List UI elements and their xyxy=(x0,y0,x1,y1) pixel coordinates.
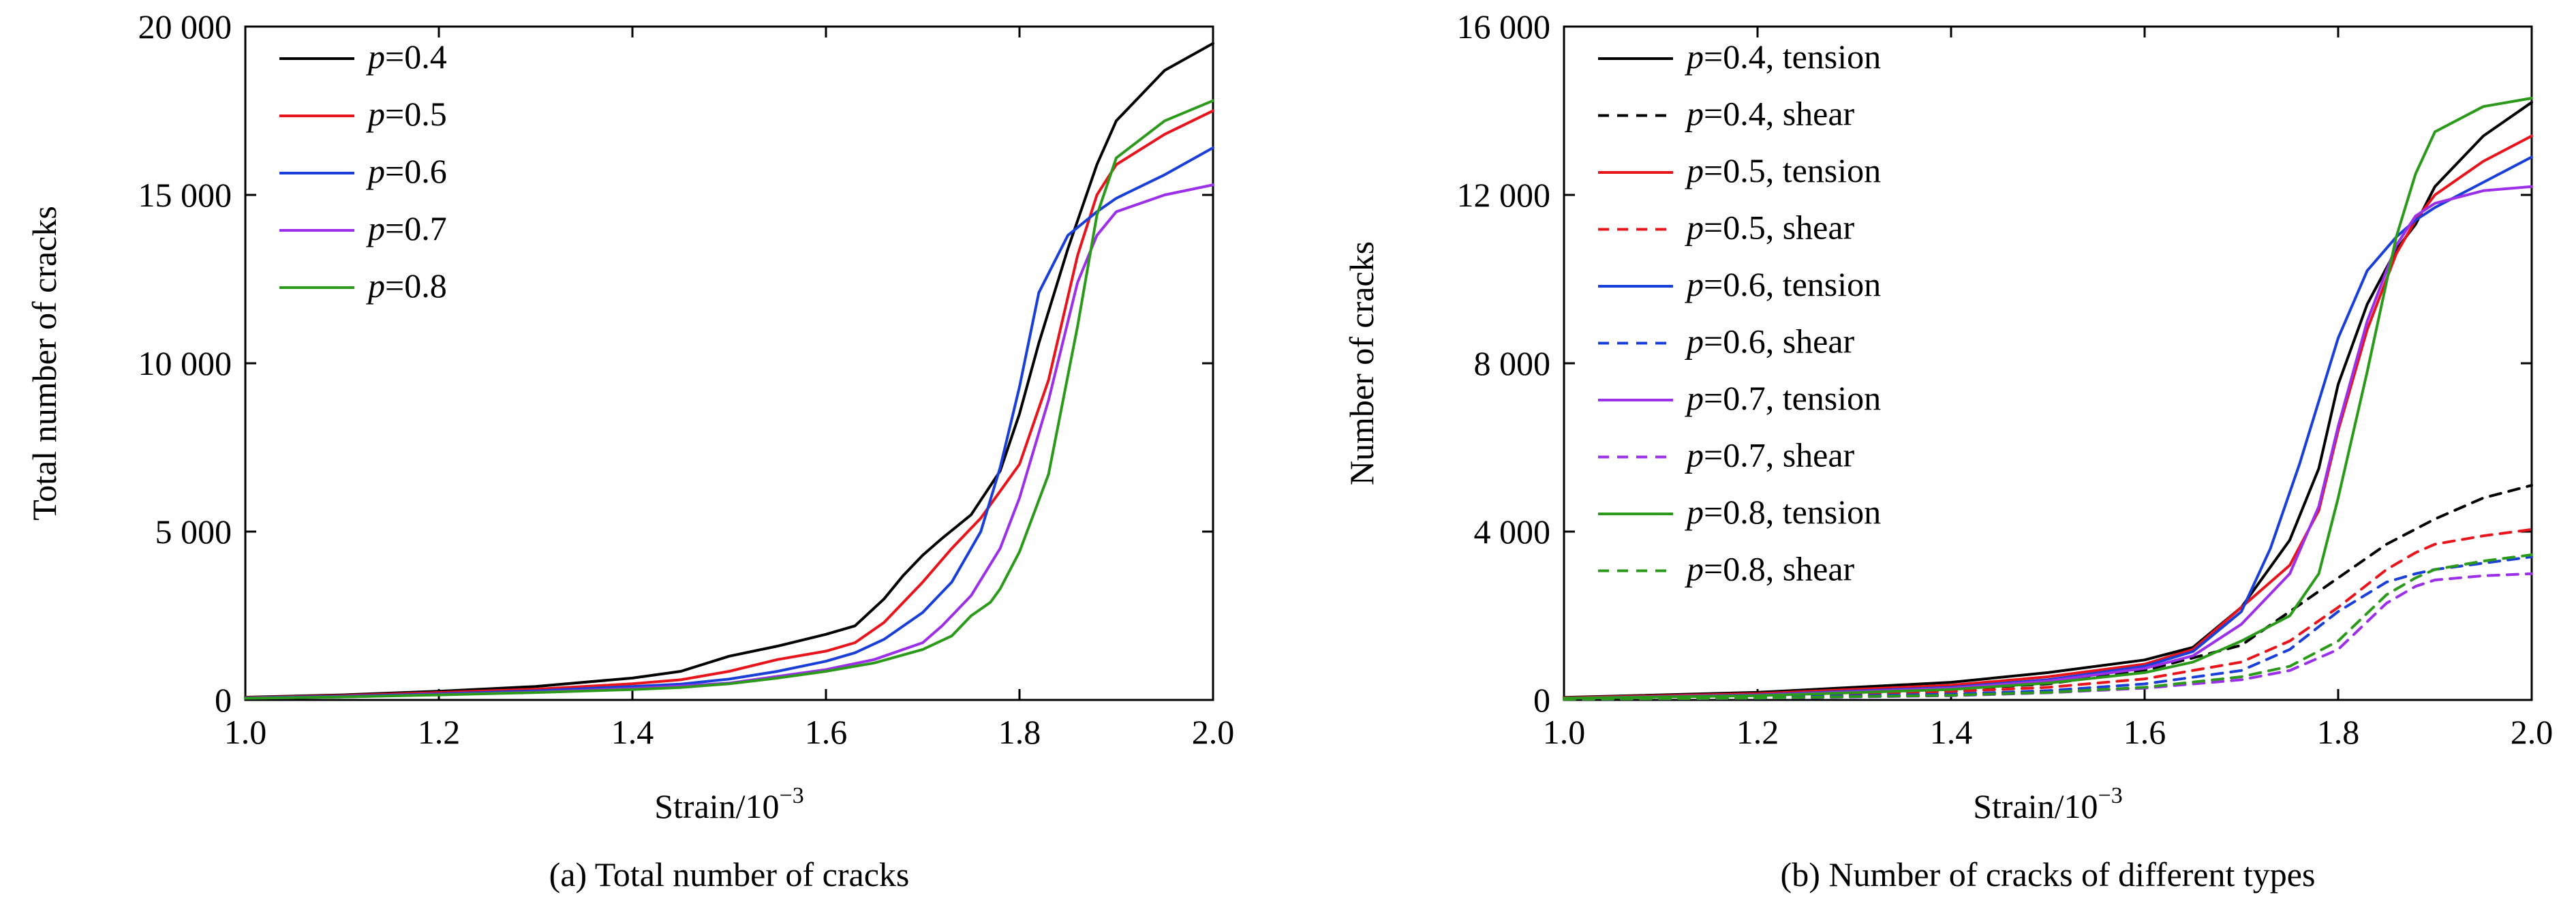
legend-entry-label: p=0.4, shear xyxy=(1685,95,1855,133)
panel-b-y-axis-title: Number of cracks xyxy=(1343,241,1381,485)
legend-entry-label: p=0.7, tension xyxy=(1685,379,1881,417)
panel-a-x-tick-label: 1.0 xyxy=(224,713,267,751)
legend-entry-label: p=0.7 xyxy=(366,209,447,247)
panel-a-x-tick-label: 1.4 xyxy=(611,713,654,751)
legend-entry-label: p=0.5, tension xyxy=(1685,151,1881,189)
legend-entry-label: p=0.6 xyxy=(366,152,447,190)
panel-b-legend: p=0.4, tension p=0.4, shear p=0.5, tension… xyxy=(1598,37,1881,588)
panel-b-series-p-0-8-shear xyxy=(1563,553,2533,701)
panel-a-x-tick-label: 2.0 xyxy=(1192,713,1235,751)
panel-a-caption: (a) Total number of cracks xyxy=(549,855,910,894)
panel-b-x-tick-label: 2.0 xyxy=(2511,713,2554,751)
panel-b-y-tick-label: 8 000 xyxy=(1474,344,1551,382)
panel-a-series-p-0-6 xyxy=(244,146,1214,699)
legend-entry-label: p=0.8, shear xyxy=(1685,550,1855,588)
panel-a-y-axis-title: Total number of cracks xyxy=(25,206,63,521)
panel-b-x-tick-label: 1.2 xyxy=(1736,713,1779,751)
panel-b-x-tick-label: 1.4 xyxy=(1930,713,1973,751)
legend-entry-label: p=0.5 xyxy=(366,95,447,133)
panel-b-y-tick-label: 4 000 xyxy=(1474,513,1551,551)
panel-b-y-tick-label: 0 xyxy=(1533,681,1550,719)
panel-b-x-axis-title: Strain/10−3 xyxy=(1973,783,2123,825)
panel-a-x-axis-title: Strain/10−3 xyxy=(654,783,804,825)
panel-a-y-tick-label: 20 000 xyxy=(138,7,232,46)
panel-a-series-p-0-4 xyxy=(244,42,1214,699)
panel-a-series-group xyxy=(244,42,1214,700)
legend-entry-label: p=0.8 xyxy=(366,266,447,305)
panel-b-x-tick-label: 1.0 xyxy=(1543,713,1586,751)
panel-b-series-group xyxy=(1563,97,2533,701)
panel-b-series-p-0-8-tension xyxy=(1563,97,2533,700)
panel-a-x-tick-label: 1.8 xyxy=(998,713,1041,751)
panel-a-series-p-0-7 xyxy=(244,183,1214,700)
panel-b-series-p-0-5-shear xyxy=(1563,528,2533,701)
panel-b-y-tick-label: 12 000 xyxy=(1457,176,1551,214)
panel-b-series-p-0-7-tension xyxy=(1563,185,2533,700)
panel-a-y-tick-label: 0 xyxy=(215,681,232,719)
legend-entry-label: p=0.8, tension xyxy=(1685,493,1881,531)
legend-entry-label: p=0.5, shear xyxy=(1685,209,1855,247)
panel-a-x-tick-label: 1.6 xyxy=(805,713,848,751)
panel-a-x-tick-label: 1.2 xyxy=(418,713,461,751)
panel-b-y-tick-label: 16 000 xyxy=(1457,7,1551,46)
panel-a-series-p-0-5 xyxy=(244,109,1214,699)
panel-b-caption: (b) Number of cracks of different types xyxy=(1781,855,2316,894)
legend-entry-label: p=0.7, shear xyxy=(1685,436,1855,474)
legend-entry-label: p=0.4 xyxy=(366,37,447,76)
panel-a-y-tick-label: 15 000 xyxy=(138,176,232,214)
legend-entry-label: p=0.4, tension xyxy=(1685,37,1881,76)
panel-b-cracks-by-type: 1.0 1.2 1.4 1.6 1.8 2.0 0 4 000 8 000 12 000 16 00… xyxy=(1343,7,2553,894)
legend-entry-label: p=0.6, shear xyxy=(1685,322,1855,361)
panel-b-x-tick-label: 1.6 xyxy=(2123,713,2166,751)
panel-a-y-tick-label: 10 000 xyxy=(138,344,232,382)
panel-a-series-p-0-8 xyxy=(244,99,1214,700)
panel-b-x-tick-label: 1.8 xyxy=(2317,713,2360,751)
panel-a-total-cracks: 1.0 1.2 1.4 1.6 1.8 2.0 0 5 000 10 000 15 000 20 0… xyxy=(25,7,1234,894)
panel-a-y-tick-label: 5 000 xyxy=(155,513,232,551)
legend-entry-label: p=0.6, tension xyxy=(1685,265,1881,303)
panel-a-legend: p=0.4 p=0.5 p=0.6 p=0.7 p=0.8 xyxy=(279,37,447,305)
